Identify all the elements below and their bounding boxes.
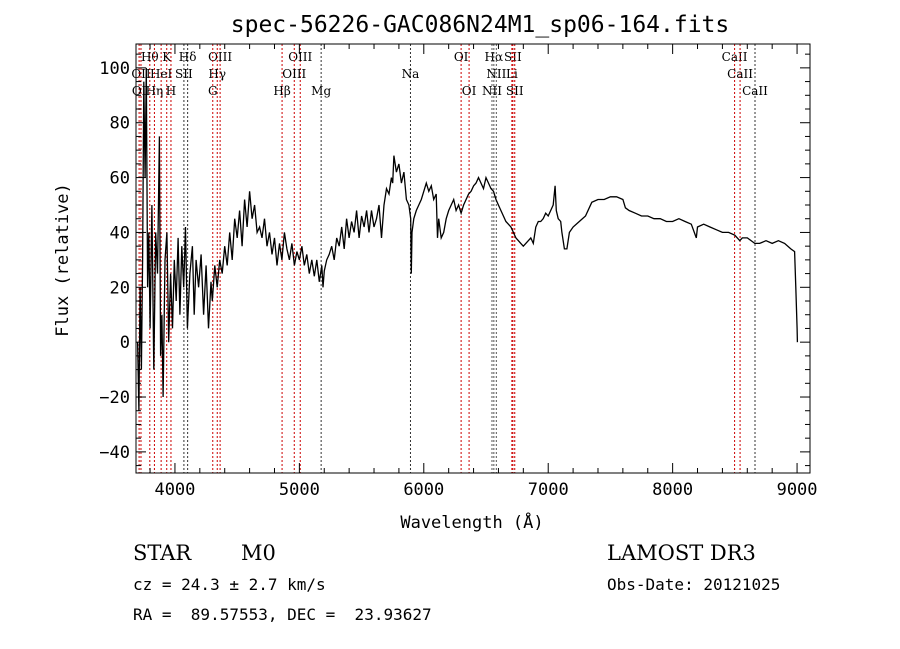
y-tick-label: 80 (110, 114, 130, 134)
x-tick-label: 5000 (279, 480, 320, 500)
chart-title: spec-56226-GAC086N24M1_sp06-164.fits (231, 12, 730, 38)
spectral-line-label: Hδ (179, 50, 197, 64)
spectral-line-label: Hγ (208, 67, 226, 81)
spectral-subclass: M0 (241, 541, 276, 565)
x-tick-label: 7000 (528, 480, 569, 500)
spectral-line-label: Mg (311, 84, 331, 98)
spectral-line-label: Hα (485, 50, 504, 64)
spectrum-line (136, 67, 799, 411)
spectral-line-label: Li (506, 67, 518, 81)
survey-name: LAMOST DR3 (607, 541, 756, 565)
x-tick-label: 8000 (652, 480, 693, 500)
spectral-line-label: CaII (722, 50, 748, 64)
spectral-line-label: Hη (146, 84, 164, 98)
y-tick-label: 0 (120, 333, 130, 353)
spectral-line-label: NII (482, 84, 502, 98)
x-tick-label: 9000 (777, 480, 818, 500)
ra-dec: RA = 89.57553, DEC = 23.93627 (133, 605, 432, 624)
y-tick-label: 60 (110, 169, 130, 189)
spectral-line-label: G (208, 84, 218, 98)
spectral-line-label: CaII (727, 67, 753, 81)
obs-date: Obs-Date: 20121025 (607, 575, 780, 594)
spectral-class: STAR (133, 541, 192, 565)
spectral-line-label: OI (462, 84, 477, 98)
spectral-line-label: Na (402, 67, 420, 81)
spectral-line-label: CaII (742, 84, 768, 98)
spectral-line-label: OII (131, 67, 151, 81)
spectral-line-label: OIII (282, 67, 306, 81)
spectral-line-label: OI (454, 50, 469, 64)
spectral-line-label: Hθ (141, 50, 159, 64)
y-tick-label: 20 (110, 278, 130, 298)
y-axis-label: Flux (relative) (53, 183, 73, 337)
spectral-line-label: OIII (208, 50, 232, 64)
y-tick-label: −20 (99, 388, 130, 408)
plot-frame (135, 43, 811, 474)
spectral-line-label: H (166, 84, 176, 98)
spectral-line-label: K (162, 50, 172, 64)
spectral-line-label: Hβ (273, 84, 290, 98)
axes: 4000 5000 6000 7000 8000 9000 −40 −20 0 20 40 60 80 1… (99, 44, 818, 500)
x-tick-label: 6000 (403, 480, 444, 500)
spectral-line-label: SII (506, 84, 524, 98)
spectral-line-label: SII (175, 67, 193, 81)
spectral-line-label: HeI (150, 67, 173, 81)
series-layer (136, 67, 799, 411)
y-tick-label: 100 (99, 59, 130, 79)
x-tick-label: 4000 (154, 480, 195, 500)
y-tick-label: 40 (110, 223, 130, 243)
x-axis-label: Wavelength (Å) (400, 511, 543, 533)
spectral-line-label: NII (486, 67, 506, 81)
spectral-line-label: SII (504, 50, 522, 64)
spectral-line-label: OIII (288, 50, 312, 64)
redshift-cz: cz = 24.3 ± 2.7 km/s (133, 575, 326, 594)
y-tick-label: −40 (99, 443, 130, 463)
